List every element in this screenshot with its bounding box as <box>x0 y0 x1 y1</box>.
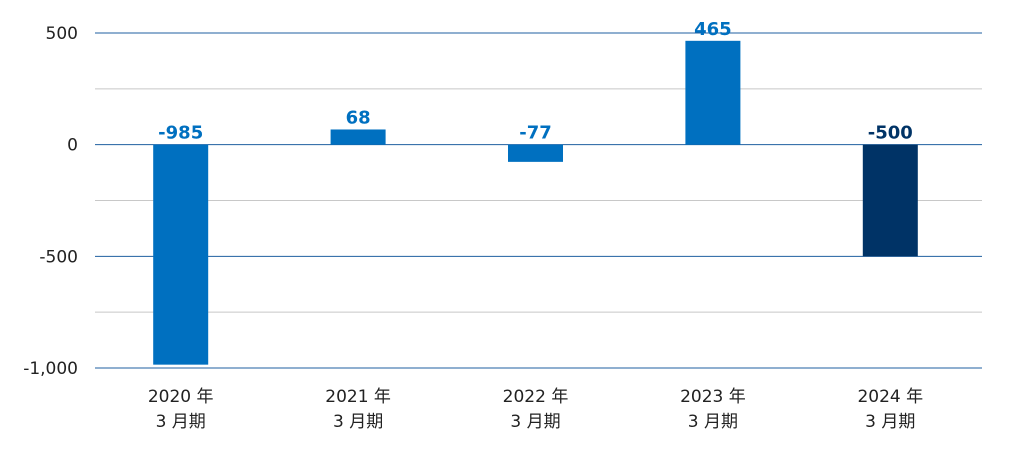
y-tick-label: -500 <box>39 247 78 267</box>
y-tick-label: 500 <box>46 24 78 44</box>
data-label: -985 <box>158 123 203 144</box>
data-labels: -985 68 -77 465 -500 <box>158 19 913 144</box>
x-category-label: 2022 年 <box>503 387 569 407</box>
bar <box>153 144 209 365</box>
bar-layer <box>153 40 918 365</box>
x-category-label: 2020 年 <box>148 387 214 407</box>
grid-layer <box>95 32 982 369</box>
data-label: -77 <box>519 123 552 144</box>
x-category-label: 3 月期 <box>865 412 915 432</box>
data-label: 465 <box>694 19 732 40</box>
x-category-label: 3 月期 <box>333 412 383 432</box>
bar <box>508 144 563 162</box>
x-category-label: 3 月期 <box>510 412 560 432</box>
x-category-label: 2021 年 <box>325 387 391 407</box>
bar <box>330 129 386 145</box>
bar <box>862 144 918 257</box>
y-tick-label: 0 <box>67 136 78 156</box>
x-axis-labels: 2020 年 3 月期 2021 年 3 月期 2022 年 3 月期 2023 年 3 月期… <box>148 387 923 432</box>
y-axis-ticks: 500 0 -500 -1,000 <box>23 24 78 379</box>
y-tick-label: -1,000 <box>23 359 78 379</box>
bar <box>685 40 741 145</box>
data-label: 68 <box>346 107 371 128</box>
x-category-label: 3 月期 <box>156 412 206 432</box>
x-category-label: 2023 年 <box>680 387 746 407</box>
x-category-label: 2024 年 <box>857 387 923 407</box>
data-label: -500 <box>868 123 913 144</box>
x-category-label: 3 月期 <box>688 412 738 432</box>
